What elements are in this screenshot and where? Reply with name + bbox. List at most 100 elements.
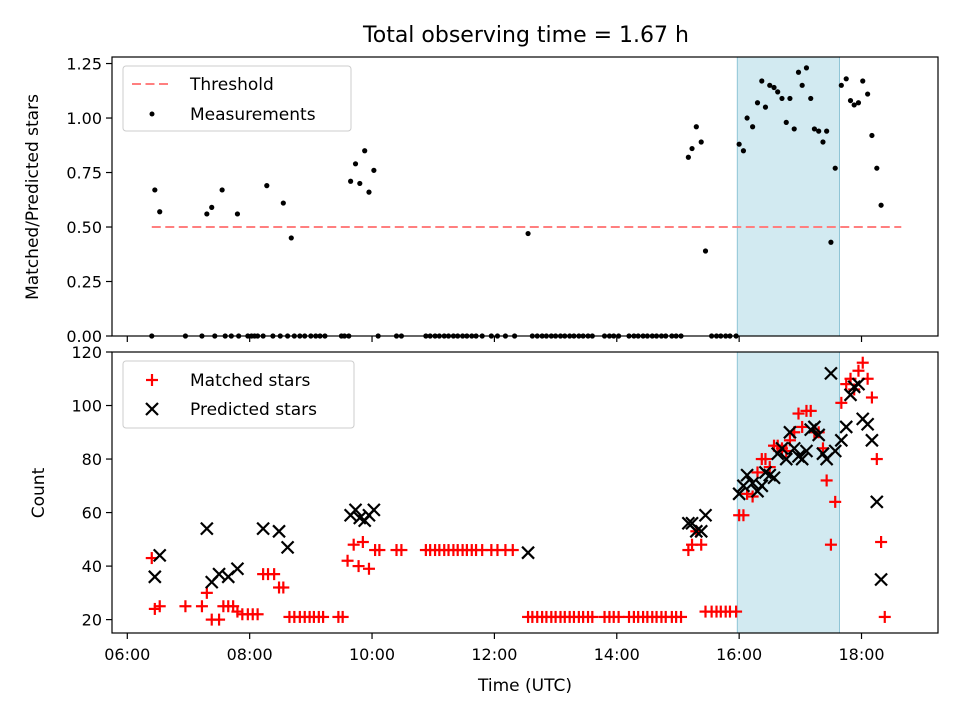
measurement-point (744, 115, 750, 121)
matched-star-point (759, 453, 772, 466)
matched-star-point (213, 613, 226, 626)
matched-star-point (820, 474, 833, 487)
matched-star-point (153, 600, 166, 613)
predicted-star-point (775, 441, 789, 456)
matched-star-point (856, 356, 869, 369)
matched-star-point (751, 466, 764, 479)
measurement-point (702, 248, 709, 254)
x-tick-label: 10:00 (349, 645, 395, 664)
measurement-point (828, 239, 834, 245)
matched-star-point (824, 538, 837, 551)
measurement-point (366, 189, 372, 195)
measurement-point (348, 178, 354, 184)
matched-star-point (395, 544, 408, 557)
predicted-star-point (783, 425, 797, 440)
measurement-point (280, 200, 286, 206)
predicted-star-point (689, 524, 704, 539)
matched-star-point (796, 420, 809, 433)
predicted-star-point (824, 366, 838, 381)
measurement-point (234, 211, 241, 217)
predicted-star-point (755, 479, 769, 493)
predicted-star-point (148, 570, 162, 584)
predicted-star-point (272, 524, 286, 539)
predicted-star-point (280, 540, 295, 555)
matched-star-point (195, 600, 208, 613)
matched-star-point (352, 560, 365, 573)
measurement-point (824, 128, 830, 134)
top-y-tick-label: 0.00 (66, 327, 102, 346)
measurement-point (525, 230, 531, 237)
figure-title: Total observing time = 1.67 h (362, 23, 689, 48)
bottom-y-tick-label: 80 (82, 450, 102, 469)
predicted-star-point (811, 428, 826, 442)
bottom-y-tick-label: 100 (71, 397, 102, 416)
predicted-star-point (230, 561, 245, 576)
matched-star-point (268, 568, 281, 581)
measurement-point (288, 235, 294, 241)
predicted-stars-points (148, 366, 888, 589)
measurement-point (832, 165, 838, 171)
matched-star-point (695, 538, 708, 551)
matched-star-point (336, 610, 349, 623)
predicted-star-point (200, 521, 214, 536)
measurement-point (851, 102, 857, 108)
legend-predicted-label: Predicted stars (190, 400, 317, 420)
bottom-y-tick-label: 20 (82, 611, 102, 630)
measurement-point (808, 95, 814, 102)
matched-star-point (737, 509, 750, 522)
bottom-panel: 20 40 60 80 100 120 06:00 08:00 10:00 12:00 14:00… (29, 343, 939, 696)
matched-star-point (804, 404, 817, 417)
matched-stars-points (145, 356, 891, 626)
measurement-point (693, 124, 699, 130)
predicted-star-point (851, 377, 866, 391)
matched-star-point (865, 391, 878, 404)
matched-star-point (506, 544, 519, 557)
predicted-star-point (779, 452, 794, 466)
measurement-point (787, 95, 793, 102)
matched-star-point (179, 600, 192, 613)
predicted-star-point (870, 495, 884, 509)
predicted-star-point (799, 444, 814, 458)
matched-star-point (852, 364, 865, 377)
top-y-tick-label: 0.25 (66, 273, 102, 292)
bottom-y-tick-label: 40 (82, 557, 102, 576)
measurement-point (740, 148, 747, 154)
bottom-y-tick-label: 60 (82, 504, 102, 523)
bottom-y-axis-label: Count (29, 467, 49, 518)
measurement-point (762, 104, 769, 110)
measurement-point (779, 95, 785, 102)
top-y-axis: 0.00 0.25 0.50 0.75 1.00 1.25 (66, 55, 112, 346)
top-x-axis (126, 336, 863, 342)
legend-matched-swatch (146, 374, 158, 386)
predicted-star-point (767, 471, 781, 485)
predicted-star-point (740, 468, 754, 482)
predicted-star-point (732, 487, 746, 501)
measurement-point (736, 141, 742, 147)
top-y-tick-label: 1.25 (66, 55, 102, 74)
matched-star-point (878, 610, 891, 623)
measurement-point (820, 139, 826, 145)
measurement-point (685, 154, 691, 160)
predicted-star-point (787, 441, 801, 456)
measurement-point (759, 78, 765, 84)
x-tick-label: 14:00 (594, 645, 640, 664)
legend-measurements-label: Measurements (190, 105, 316, 125)
x-tick-label: 12:00 (471, 645, 517, 664)
top-legend-box (122, 65, 352, 132)
matched-star-point (586, 610, 599, 623)
measurement-point (357, 180, 363, 187)
predicted-star-point (865, 433, 879, 448)
measurement-point (791, 126, 797, 132)
measurement-point (860, 78, 866, 84)
measurement-point (816, 128, 822, 134)
matched-star-point (675, 610, 688, 623)
predicted-star-point (828, 444, 842, 458)
measurement-point (371, 167, 377, 173)
bottom-legend: Matched stars Predicted stars (122, 360, 355, 429)
measurement-point (754, 100, 761, 106)
measurement-point (352, 161, 359, 167)
measurement-point (767, 82, 773, 88)
matched-star-point (829, 495, 842, 508)
bottom-axes-frame (111, 351, 939, 634)
